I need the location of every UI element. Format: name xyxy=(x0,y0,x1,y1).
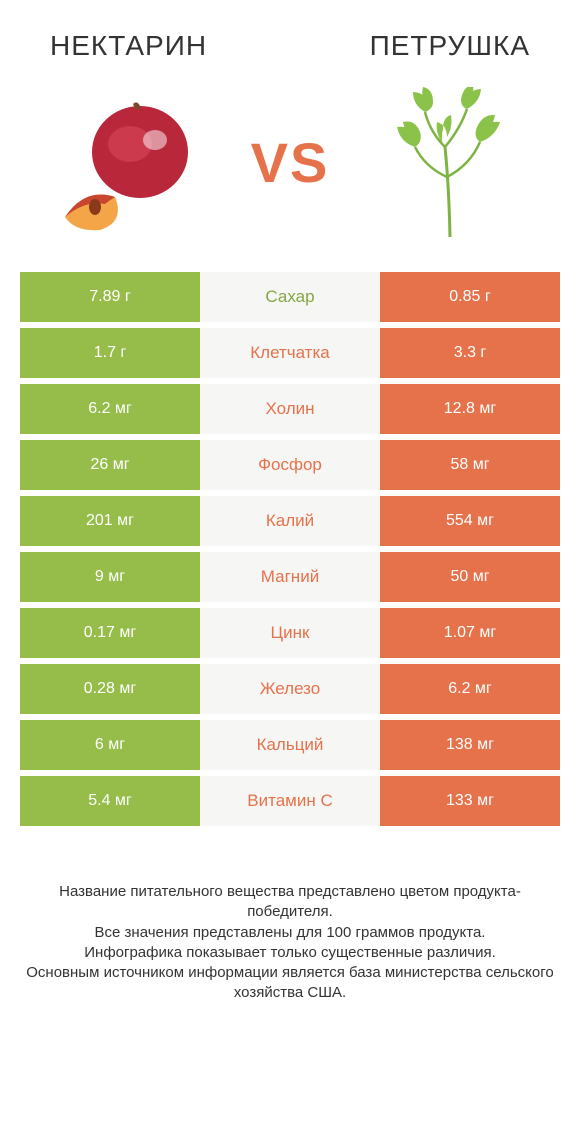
title-right: ПЕТРУШКА xyxy=(370,30,530,62)
value-right: 554 мг xyxy=(380,496,560,546)
comparison-table: 7.89 гСахар0.85 г 1.7 гКлетчатка3.3 г 6.2 … xyxy=(0,272,580,826)
nutrient-label: Фосфор xyxy=(200,440,380,490)
value-right: 138 мг xyxy=(380,720,560,770)
nutrient-label: Калий xyxy=(200,496,380,546)
table-row: 0.28 мгЖелезо6.2 мг xyxy=(20,664,560,714)
parsley-icon xyxy=(370,87,530,237)
value-left: 26 мг xyxy=(20,440,200,490)
table-row: 0.17 мгЦинк1.07 мг xyxy=(20,608,560,658)
header: НЕКТАРИН ПЕТРУШКА xyxy=(0,0,580,72)
table-row: 9 мгМагний50 мг xyxy=(20,552,560,602)
value-left: 0.17 мг xyxy=(20,608,200,658)
value-right: 58 мг xyxy=(380,440,560,490)
nutrient-label: Цинк xyxy=(200,608,380,658)
value-left: 1.7 г xyxy=(20,328,200,378)
table-row: 6 мгКальций138 мг xyxy=(20,720,560,770)
vs-row: VS xyxy=(0,72,580,272)
vs-label: VS xyxy=(251,130,330,195)
nutrient-label: Магний xyxy=(200,552,380,602)
table-row: 7.89 гСахар0.85 г xyxy=(20,272,560,322)
footer-line: Основным источником информации является … xyxy=(20,963,560,1004)
table-row: 5.4 мгВитамин C133 мг xyxy=(20,776,560,826)
nutrient-label: Сахар xyxy=(200,272,380,322)
nutrient-label: Витамин C xyxy=(200,776,380,826)
table-row: 6.2 мгХолин12.8 мг xyxy=(20,384,560,434)
value-left: 9 мг xyxy=(20,552,200,602)
nutrient-label: Холин xyxy=(200,384,380,434)
nutrient-label: Железо xyxy=(200,664,380,714)
table-row: 1.7 гКлетчатка3.3 г xyxy=(20,328,560,378)
footer-line: Инфографика показывает только существенн… xyxy=(20,943,560,963)
value-right: 1.07 мг xyxy=(380,608,560,658)
value-left: 5.4 мг xyxy=(20,776,200,826)
nectarine-icon xyxy=(50,87,210,237)
value-left: 6 мг xyxy=(20,720,200,770)
title-left: НЕКТАРИН xyxy=(50,30,207,62)
nutrient-label: Клетчатка xyxy=(200,328,380,378)
value-right: 0.85 г xyxy=(380,272,560,322)
value-right: 6.2 мг xyxy=(380,664,560,714)
value-left: 7.89 г xyxy=(20,272,200,322)
nutrient-label: Кальций xyxy=(200,720,380,770)
footer-line: Название питательного вещества представл… xyxy=(20,882,560,923)
footer-line: Все значения представлены для 100 граммо… xyxy=(20,923,560,943)
value-right: 3.3 г xyxy=(380,328,560,378)
value-left: 201 мг xyxy=(20,496,200,546)
table-row: 26 мгФосфор58 мг xyxy=(20,440,560,490)
footer: Название питательного вещества представл… xyxy=(0,832,580,1004)
value-right: 50 мг xyxy=(380,552,560,602)
value-left: 6.2 мг xyxy=(20,384,200,434)
value-right: 133 мг xyxy=(380,776,560,826)
table-row: 201 мгКалий554 мг xyxy=(20,496,560,546)
value-left: 0.28 мг xyxy=(20,664,200,714)
value-right: 12.8 мг xyxy=(380,384,560,434)
